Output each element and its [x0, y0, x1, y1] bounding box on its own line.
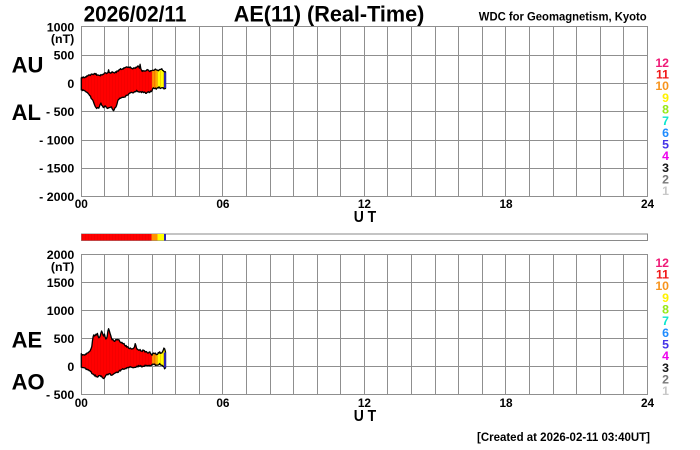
svg-text:(nT): (nT) — [51, 260, 74, 274]
svg-text:2026/02/11: 2026/02/11 — [84, 1, 187, 26]
svg-text:9: 9 — [662, 91, 669, 105]
svg-text:- 500: - 500 — [46, 105, 74, 119]
svg-text:00: 00 — [75, 396, 89, 410]
svg-text:AO: AO — [12, 369, 45, 394]
svg-text:- 2000: - 2000 — [39, 190, 74, 204]
svg-text:4: 4 — [662, 349, 669, 363]
svg-text:12: 12 — [655, 56, 669, 70]
svg-text:500: 500 — [54, 49, 75, 63]
svg-text:06: 06 — [216, 396, 230, 410]
svg-text:- 1500: - 1500 — [39, 162, 74, 176]
svg-text:[Created at 2026-02-11 03:40UT: [Created at 2026-02-11 03:40UT] — [477, 430, 650, 444]
svg-text:0: 0 — [67, 360, 74, 374]
svg-text:2000: 2000 — [47, 248, 75, 262]
svg-text:24: 24 — [641, 396, 655, 410]
svg-text:AL: AL — [12, 100, 41, 125]
svg-text:11: 11 — [656, 68, 669, 82]
svg-text:10: 10 — [655, 279, 669, 293]
svg-text:5: 5 — [662, 138, 669, 152]
svg-text:7: 7 — [662, 314, 669, 328]
svg-text:8: 8 — [662, 103, 669, 117]
svg-text:18: 18 — [499, 396, 513, 410]
svg-text:2: 2 — [662, 173, 669, 187]
svg-text:10: 10 — [655, 79, 669, 93]
svg-text:6: 6 — [662, 326, 669, 340]
svg-text:18: 18 — [499, 197, 513, 211]
svg-text:- 1000: - 1000 — [39, 134, 74, 148]
svg-text:1000: 1000 — [47, 20, 75, 34]
svg-text:AU: AU — [12, 53, 44, 78]
svg-text:0: 0 — [67, 77, 74, 91]
svg-text:6: 6 — [662, 126, 669, 140]
svg-text:00: 00 — [75, 197, 89, 211]
svg-text:1000: 1000 — [47, 304, 75, 318]
svg-text:3: 3 — [662, 361, 669, 375]
svg-text:4: 4 — [662, 149, 669, 163]
svg-text:(nT): (nT) — [51, 32, 74, 46]
svg-text:2: 2 — [662, 373, 669, 387]
svg-text:1: 1 — [662, 184, 669, 198]
svg-text:- 500: - 500 — [46, 388, 74, 402]
svg-text:11: 11 — [656, 268, 669, 282]
svg-text:5: 5 — [662, 338, 669, 352]
svg-text:12: 12 — [358, 396, 372, 410]
svg-text:1500: 1500 — [47, 276, 75, 290]
svg-text:7: 7 — [662, 114, 669, 128]
svg-text:12: 12 — [358, 197, 372, 211]
svg-text:U T: U T — [354, 408, 377, 425]
svg-text:U T: U T — [354, 209, 377, 226]
svg-text:12: 12 — [655, 256, 669, 270]
svg-text:500: 500 — [54, 332, 75, 346]
svg-text:AE: AE — [12, 328, 43, 353]
svg-text:3: 3 — [662, 161, 669, 175]
svg-text:24: 24 — [641, 197, 655, 211]
svg-text:9: 9 — [662, 291, 669, 305]
svg-text:8: 8 — [662, 303, 669, 317]
svg-text:WDC for Geomagnetism, Kyoto: WDC for Geomagnetism, Kyoto — [479, 9, 647, 23]
svg-text:06: 06 — [216, 197, 230, 211]
svg-text:1: 1 — [662, 384, 669, 398]
svg-text:AE(11) (Real-Time): AE(11) (Real-Time) — [234, 1, 424, 26]
